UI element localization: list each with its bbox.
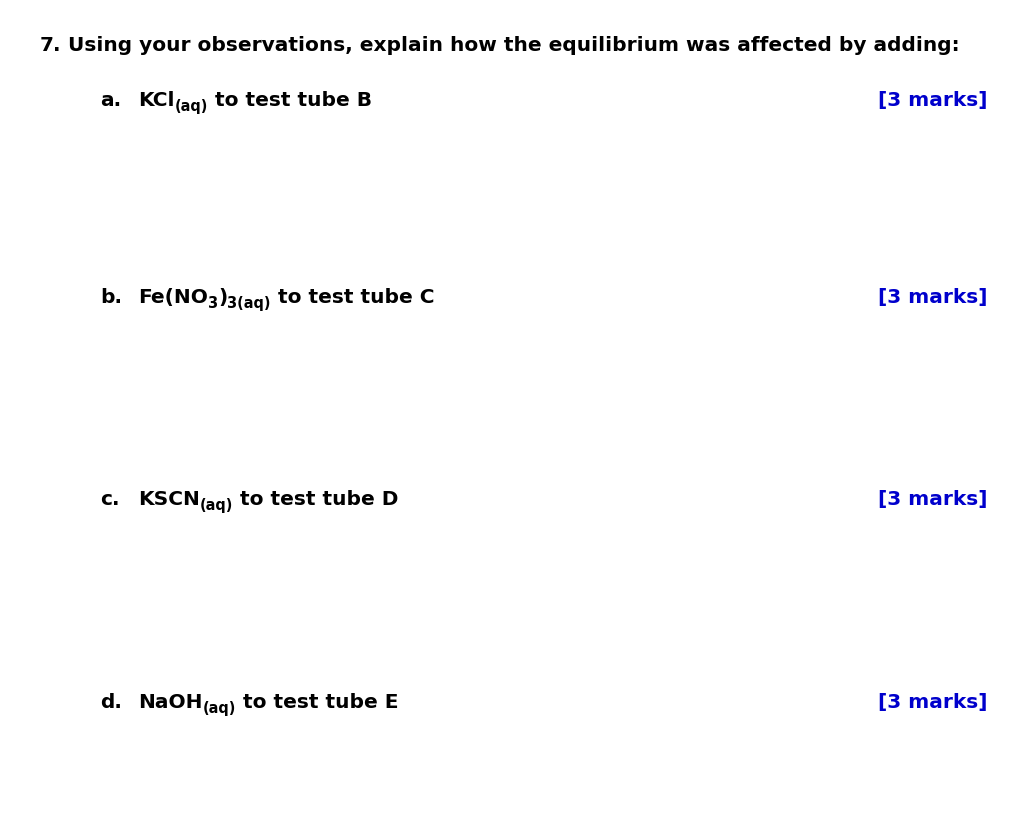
Text: KSCN: KSCN xyxy=(138,490,200,509)
Text: ): ) xyxy=(218,288,227,307)
Text: to test tube D: to test tube D xyxy=(233,490,398,509)
Text: [3 marks]: [3 marks] xyxy=(879,91,988,110)
Text: d.: d. xyxy=(100,693,122,712)
Text: to test tube E: to test tube E xyxy=(236,693,398,712)
Text: (aq): (aq) xyxy=(203,701,236,716)
Text: (aq): (aq) xyxy=(200,498,233,513)
Text: NaOH: NaOH xyxy=(138,693,203,712)
Text: to test tube B: to test tube B xyxy=(208,91,372,110)
Text: to test tube C: to test tube C xyxy=(270,288,434,307)
Text: 7.: 7. xyxy=(40,36,61,55)
Text: [3 marks]: [3 marks] xyxy=(879,288,988,307)
Text: 3(aq): 3(aq) xyxy=(227,296,270,311)
Text: Fe(NO: Fe(NO xyxy=(138,288,208,307)
Text: c.: c. xyxy=(100,490,120,509)
Text: [3 marks]: [3 marks] xyxy=(879,693,988,712)
Text: a.: a. xyxy=(100,91,121,110)
Text: KCl: KCl xyxy=(138,91,174,110)
Text: Using your observations, explain how the equilibrium was affected by adding:: Using your observations, explain how the… xyxy=(68,36,959,55)
Text: b.: b. xyxy=(100,288,122,307)
Text: 3: 3 xyxy=(208,296,218,311)
Text: [3 marks]: [3 marks] xyxy=(879,490,988,509)
Text: (aq): (aq) xyxy=(174,99,208,114)
